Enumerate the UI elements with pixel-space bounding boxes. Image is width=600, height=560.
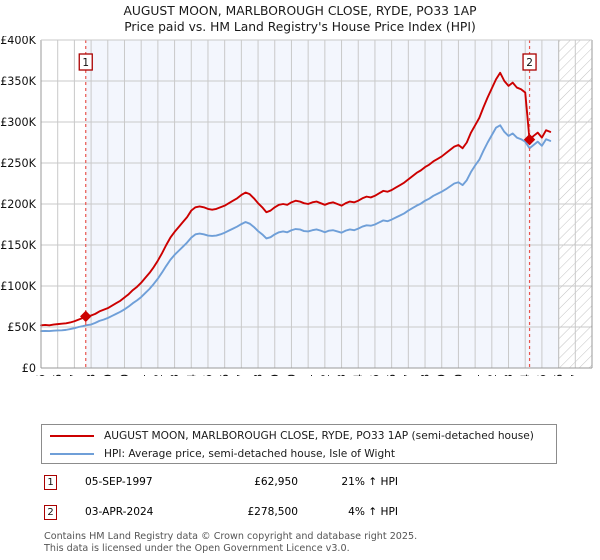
svg-text:£100K: £100K (0, 280, 36, 293)
svg-text:2022: 2022 (486, 374, 499, 376)
svg-text:2008: 2008 (252, 374, 265, 376)
svg-text:2002: 2002 (152, 374, 165, 376)
svg-text:2009: 2009 (269, 374, 282, 376)
x-axis-tick-labels: 1995199619971998199920002001200220032004… (35, 374, 582, 376)
svg-text:2: 2 (526, 57, 533, 69)
svg-text:2011: 2011 (302, 374, 315, 376)
svg-text:£150K: £150K (0, 239, 36, 252)
grid-lines (40, 39, 592, 369)
chart-legend: AUGUST MOON, MARLBOROUGH CLOSE, RYDE, PO… (41, 424, 557, 464)
svg-text:2001: 2001 (135, 374, 148, 376)
svg-text:2015: 2015 (369, 374, 382, 376)
legend-label-property: AUGUST MOON, MARLBOROUGH CLOSE, RYDE, PO… (104, 430, 534, 442)
svg-text:2007: 2007 (235, 374, 248, 376)
svg-text:2000: 2000 (118, 374, 131, 376)
svg-text:2026: 2026 (553, 374, 566, 376)
footer-line-2: This data is licensed under the Open Gov… (44, 542, 350, 554)
svg-text:2013: 2013 (336, 374, 349, 376)
axis-frame (40, 39, 593, 369)
legend-item-hpi: HPI: Average price, semi-detached house,… (50, 445, 395, 463)
price-history-line-chart: £0 £50K £100K £150K £200K £250K £300K £350K £400… (0, 36, 593, 376)
svg-text:£0: £0 (22, 362, 36, 375)
legend-item-property: AUGUST MOON, MARLBOROUGH CLOSE, RYDE, PO… (50, 427, 534, 445)
legend-swatch-property (50, 435, 94, 437)
svg-text:2021: 2021 (469, 374, 482, 376)
svg-text:2027: 2027 (569, 374, 582, 376)
transaction-row: 1 05-SEP-1997 £62,950 21% ↑ HPI (44, 474, 564, 494)
svg-text:2010: 2010 (285, 374, 298, 376)
svg-text:2024: 2024 (519, 374, 532, 376)
svg-text:£200K: £200K (0, 198, 36, 211)
transaction-hpi-delta: 4% ↑ HPI (348, 506, 398, 518)
title-line-2: Price paid vs. HM Land Registry's House … (124, 20, 476, 34)
svg-text:2023: 2023 (503, 374, 516, 376)
svg-text:£250K: £250K (0, 157, 36, 170)
svg-text:£300K: £300K (0, 116, 36, 129)
data-series (40, 71, 552, 333)
svg-text:£400K: £400K (0, 36, 36, 47)
svg-text:2005: 2005 (202, 374, 215, 376)
legend-swatch-hpi (50, 453, 94, 455)
svg-text:2025: 2025 (536, 374, 549, 376)
chart-area: £0 £50K £100K £150K £200K £250K £300K £350K £400… (0, 36, 600, 376)
y-axis-tick-labels: £0 £50K £100K £150K £200K £250K £300K £350K £400… (0, 36, 36, 375)
copyright-footer: Contains HM Land Registry data © Crown c… (44, 531, 584, 554)
svg-text:2018: 2018 (419, 374, 432, 376)
svg-text:2004: 2004 (185, 374, 198, 376)
footer-line-1: Contains HM Land Registry data © Crown c… (44, 531, 418, 542)
title-line-1: AUGUST MOON, MARLBOROUGH CLOSE, RYDE, PO… (123, 4, 477, 18)
svg-text:2019: 2019 (436, 374, 449, 376)
transaction-date: 03-APR-2024 (85, 506, 154, 518)
svg-text:2012: 2012 (319, 374, 332, 376)
svg-text:2020: 2020 (452, 374, 465, 376)
svg-text:1998: 1998 (85, 374, 98, 376)
transaction-date: 05-SEP-1997 (85, 476, 153, 488)
svg-text:1999: 1999 (102, 374, 115, 376)
svg-text:2014: 2014 (352, 374, 365, 376)
transaction-price: £278,500 (247, 506, 298, 518)
transaction-row: 2 03-APR-2024 £278,500 4% ↑ HPI (44, 504, 564, 524)
transaction-marker-badge: 1 (44, 475, 57, 490)
svg-text:2017: 2017 (402, 374, 415, 376)
svg-text:1: 1 (82, 57, 89, 69)
svg-text:2003: 2003 (169, 374, 182, 376)
transaction-hpi-delta: 21% ↑ HPI (341, 476, 398, 488)
svg-text:2006: 2006 (219, 374, 232, 376)
legend-label-hpi: HPI: Average price, semi-detached house,… (104, 448, 396, 460)
svg-text:1997: 1997 (68, 374, 81, 376)
transaction-marker-badge: 2 (44, 505, 57, 520)
svg-text:1996: 1996 (52, 374, 65, 376)
page-title: AUGUST MOON, MARLBOROUGH CLOSE, RYDE, PO… (0, 3, 600, 35)
svg-text:£50K: £50K (7, 321, 36, 334)
svg-text:2016: 2016 (386, 374, 399, 376)
svg-text:£350K: £350K (0, 75, 36, 88)
transaction-price: £62,950 (254, 476, 298, 488)
svg-text:1995: 1995 (35, 374, 48, 376)
